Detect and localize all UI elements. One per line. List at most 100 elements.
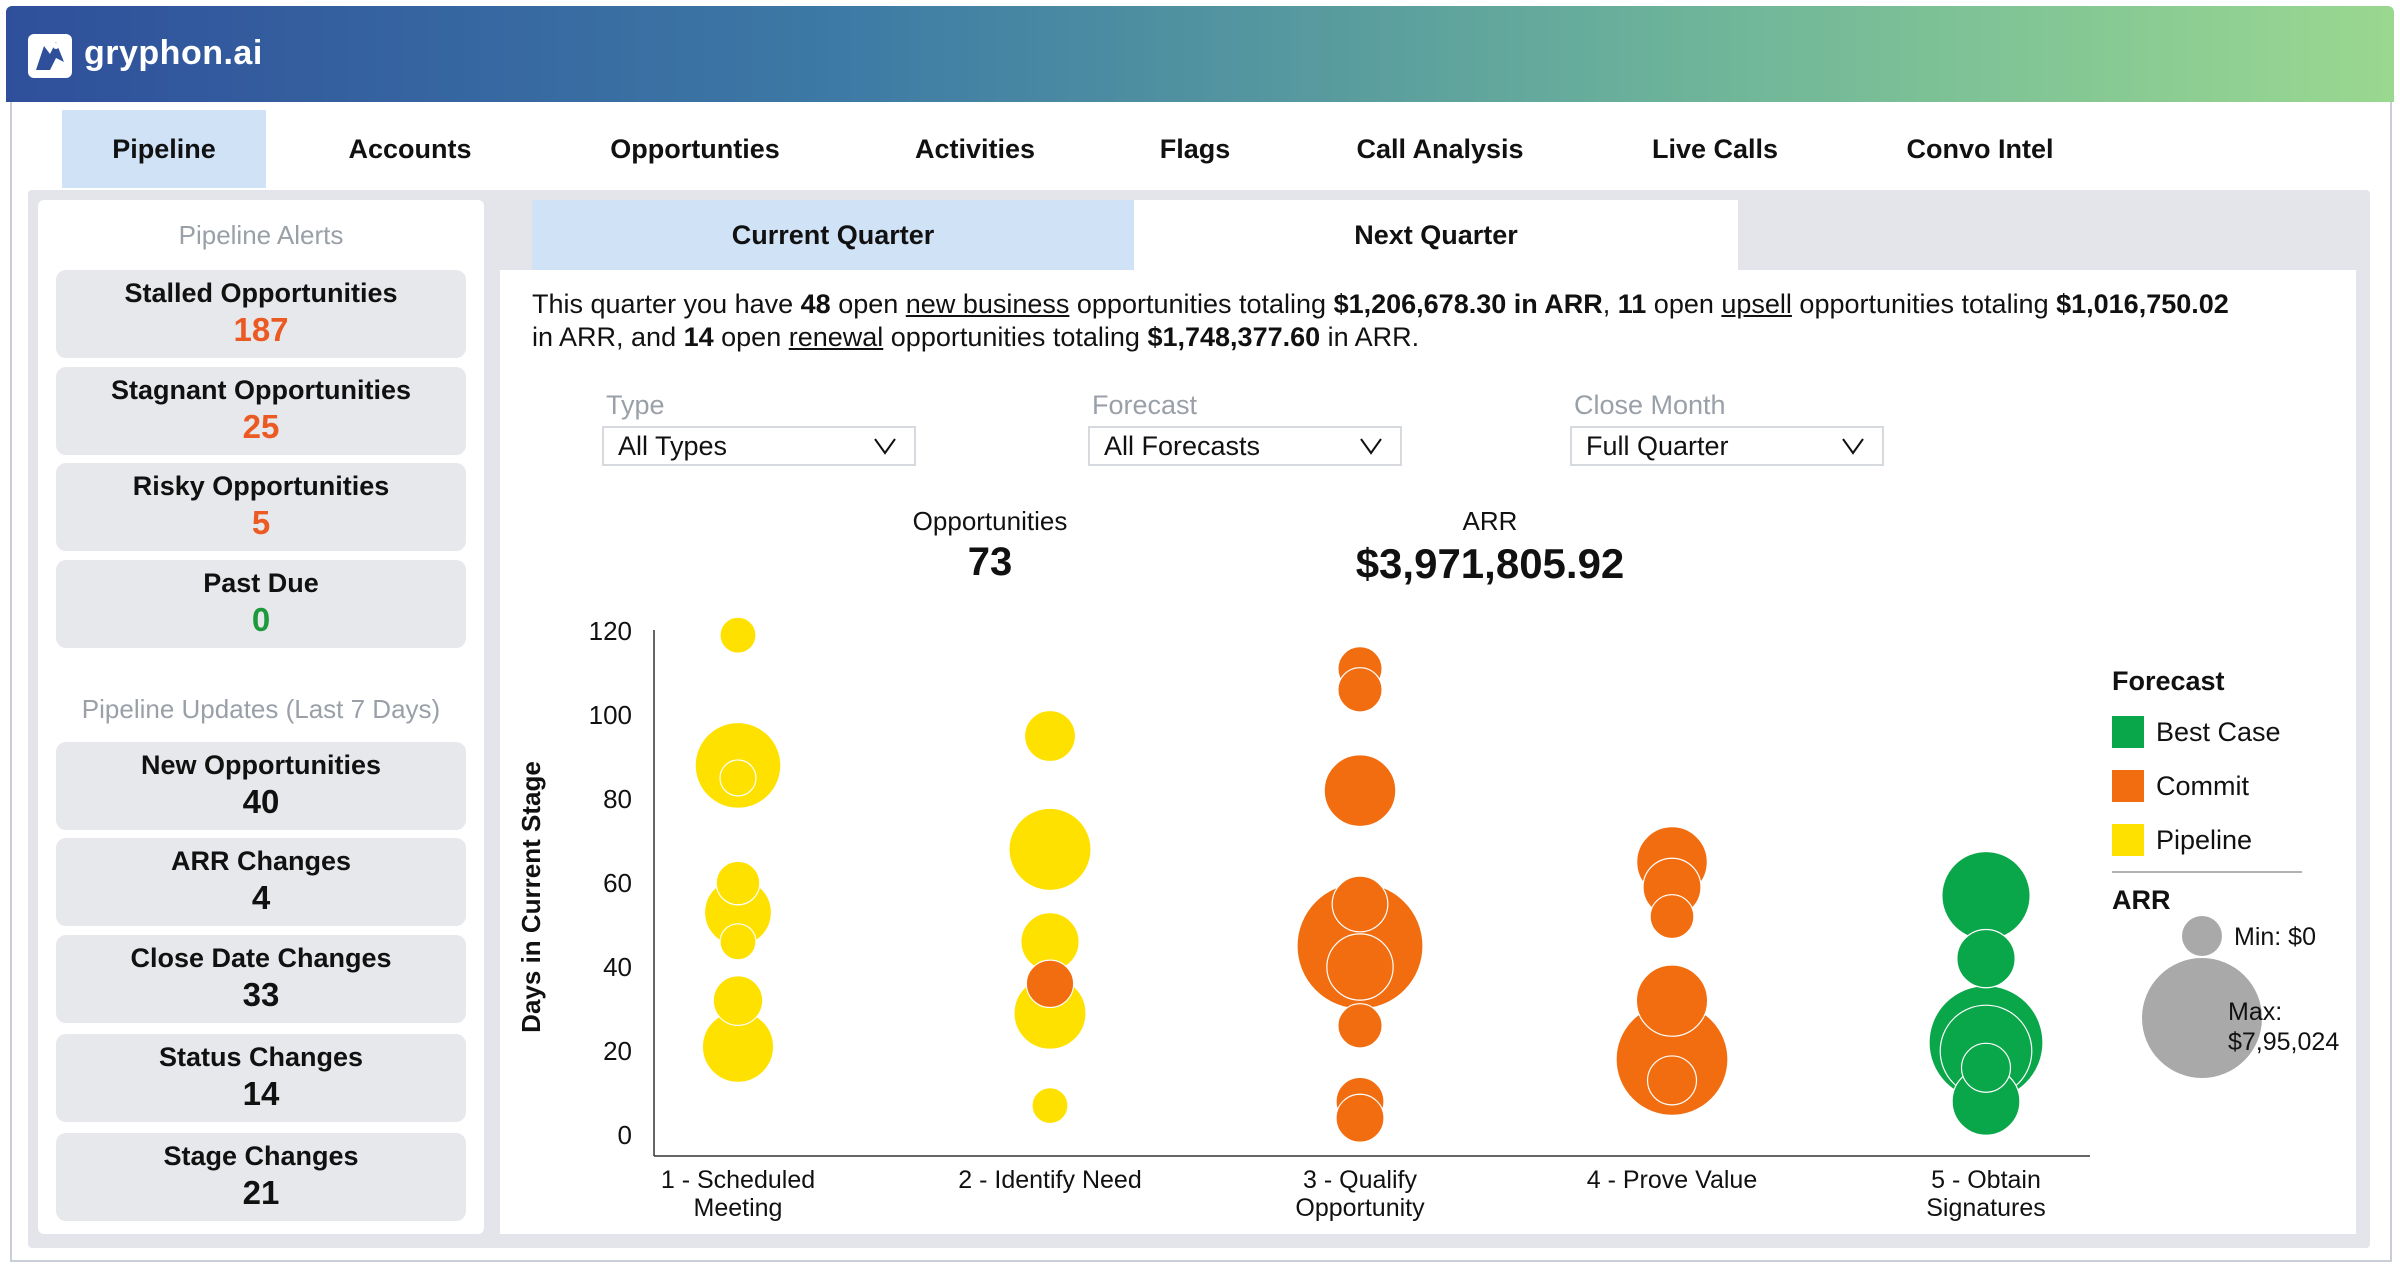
tab-next-quarter[interactable]: Next Quarter: [1134, 200, 1738, 270]
renewal-count: 14: [683, 322, 714, 352]
data-bubble: [719, 759, 757, 797]
data-bubble: [1031, 1087, 1069, 1125]
summary-text: open: [1646, 289, 1722, 319]
update-card-status-changes[interactable]: Status Changes 14: [56, 1034, 466, 1122]
data-bubble: [1326, 933, 1394, 1001]
new-business-link[interactable]: new business: [905, 289, 1070, 319]
close-month-filter-label: Close Month: [1574, 390, 1726, 420]
y-tick-label: 100: [589, 700, 632, 730]
close-month-select[interactable]: Full Quarter: [1570, 426, 1884, 466]
tab-opportunities[interactable]: Opportunties: [610, 133, 780, 164]
data-bubble: [1337, 667, 1383, 713]
data-bubble: [1960, 1042, 2012, 1093]
y-tick-label: 40: [603, 952, 632, 982]
summary-text: in ARR, and: [532, 322, 684, 352]
summary-text: opportunities totaling: [883, 322, 1148, 352]
upsell-link[interactable]: upsell: [1721, 289, 1792, 319]
size-legend-min-label: Min: $0: [2234, 923, 2316, 951]
size-legend-max-label: Max:: [2228, 998, 2282, 1026]
update-label: New Opportunities: [140, 750, 381, 780]
tab-live-calls[interactable]: Live Calls: [1651, 133, 1779, 164]
alert-value: 25: [242, 408, 280, 445]
tab-convo-intel[interactable]: Convo Intel: [1906, 133, 2054, 164]
summary-text: opportunities totaling: [1791, 289, 2057, 319]
chevron-down-icon: [874, 438, 896, 455]
update-value: 4: [251, 879, 271, 916]
forecast-filter-label: Forecast: [1092, 390, 1198, 420]
alert-value: 5: [251, 504, 271, 541]
summary-text: opportunities totaling: [1069, 289, 1334, 319]
summary-text: in ARR.: [1320, 322, 1420, 352]
alert-card-risky[interactable]: Risky Opportunities 5: [56, 463, 466, 551]
tab-pipeline[interactable]: Pipeline: [62, 110, 266, 188]
x-tick-label: 5 - Obtain Signatures: [1926, 1166, 2046, 1222]
data-bubble: [715, 860, 761, 906]
legend-swatch: [2112, 770, 2144, 802]
alert-card-stalled[interactable]: Stalled Opportunities 187: [56, 270, 466, 358]
tab-accounts[interactable]: Accounts: [348, 133, 472, 164]
size-legend-max-circle: [2142, 958, 2262, 1078]
upsell-arr: $1,016,750.02: [2056, 289, 2229, 319]
quarter-summary: This quarter you have 48 open new busine…: [532, 288, 2252, 354]
update-value: 14: [242, 1075, 280, 1112]
y-tick-label: 60: [603, 868, 632, 898]
data-bubble: [1646, 1055, 1698, 1106]
data-bubble: [1337, 1003, 1383, 1049]
legend-swatch: [2112, 716, 2144, 748]
x-tick-label: 3 - Qualify Opportunity: [1295, 1166, 1425, 1222]
type-select-value: All Types: [618, 430, 728, 461]
data-bubble: [1649, 894, 1695, 940]
pipeline-alerts-title: Pipeline Alerts: [178, 220, 344, 250]
alert-card-stagnant[interactable]: Stagnant Opportunities 25: [56, 367, 466, 455]
y-tick-label: 20: [603, 1036, 632, 1066]
opportunities-kpi-label: Opportunities: [912, 506, 1068, 536]
alert-label: Risky Opportunities: [132, 471, 390, 501]
data-bubble: [1335, 1093, 1385, 1143]
summary-text: open: [830, 289, 906, 319]
update-value: 33: [242, 976, 280, 1013]
opportunities-kpi-value: 73: [967, 540, 1013, 584]
size-legend-max-value: $7,95,024: [2228, 1028, 2339, 1056]
forecast-select[interactable]: All Forecasts: [1088, 426, 1402, 466]
y-tick-label: 80: [603, 784, 632, 814]
data-bubble: [1023, 709, 1077, 763]
alert-card-past-due[interactable]: Past Due 0: [56, 560, 466, 648]
y-tick-label: 0: [618, 1120, 632, 1150]
update-card-arr-changes[interactable]: ARR Changes 4: [56, 838, 466, 926]
update-card-stage-changes[interactable]: Stage Changes 21: [56, 1133, 466, 1221]
x-tick-label: 4 - Prove Value: [1587, 1166, 1757, 1194]
tab-call-analysis[interactable]: Call Analysis: [1356, 133, 1524, 164]
brand-name: gryphon.ai: [84, 34, 263, 72]
update-label: Stage Changes: [163, 1141, 359, 1171]
tab-current-quarter[interactable]: Current Quarter: [532, 200, 1134, 270]
upsell-count: 11: [1617, 289, 1647, 319]
summary-text: This quarter you have: [532, 289, 801, 319]
legend-swatch: [2112, 824, 2144, 856]
y-axis-label: Days in Current Stage: [516, 761, 546, 1033]
update-label: Status Changes: [158, 1042, 364, 1072]
renewal-link[interactable]: renewal: [788, 322, 884, 352]
gryphon-logo-icon: [28, 34, 72, 78]
update-value: 21: [242, 1174, 280, 1211]
forecast-select-value: All Forecasts: [1104, 430, 1261, 461]
tab-activities[interactable]: Activities: [914, 133, 1036, 164]
chevron-down-icon: [1842, 438, 1864, 455]
tab-flags[interactable]: Flags: [1159, 133, 1231, 164]
arr-kpi-value: $3,971,805.92: [1355, 540, 1625, 587]
legend-label: Commit: [2156, 771, 2249, 801]
x-tick-label: 2 - Identify Need: [958, 1166, 1141, 1194]
close-month-select-value: Full Quarter: [1586, 430, 1729, 461]
chevron-down-icon: [1360, 438, 1382, 455]
type-select[interactable]: All Types: [602, 426, 916, 466]
data-bubble: [1331, 875, 1389, 933]
data-bubble: [719, 923, 757, 961]
alert-value: 0: [251, 601, 271, 638]
update-card-new-opportunities[interactable]: New Opportunities 40: [56, 742, 466, 830]
legend-title: Forecast: [2112, 666, 2225, 696]
update-label: ARR Changes: [170, 846, 352, 876]
alert-value: 187: [233, 311, 289, 348]
size-legend-min-circle: [2182, 916, 2222, 956]
update-card-close-date-changes[interactable]: Close Date Changes 33: [56, 935, 466, 1023]
data-bubble: [1025, 959, 1075, 1009]
summary-text: ,: [1602, 289, 1618, 319]
